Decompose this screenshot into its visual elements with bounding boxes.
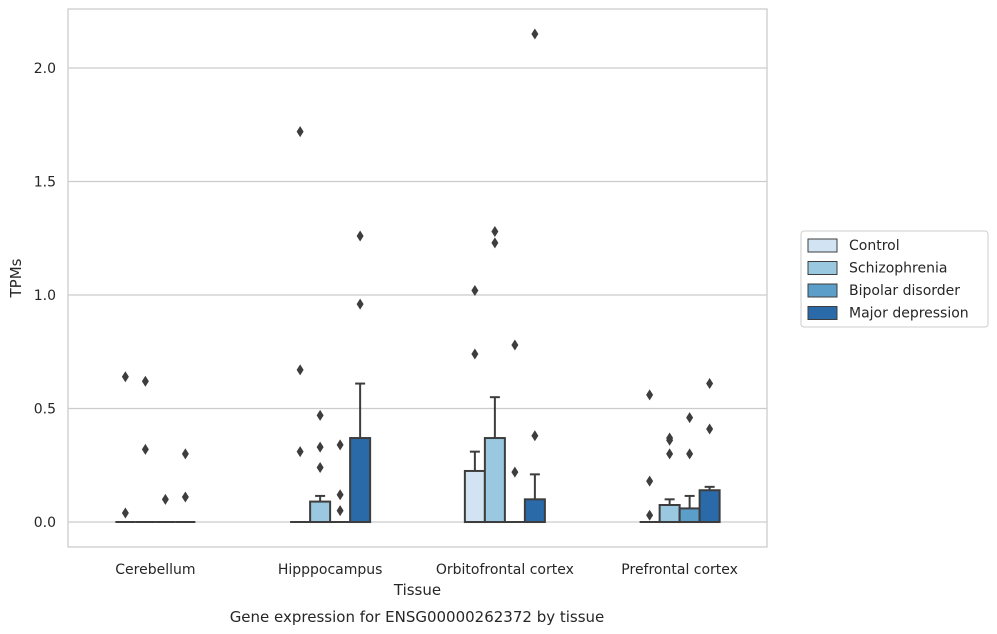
y-tick-label: 2.0	[34, 61, 56, 77]
y-tick-label: 0.5	[34, 402, 56, 418]
box-body	[463, 469, 486, 524]
outlier-point	[296, 126, 304, 138]
box-2-3	[678, 494, 701, 524]
y-tick-label: 1.0	[34, 288, 56, 304]
legend-label: Bipolar disorder	[849, 283, 960, 299]
y-tick-label: 1.5	[34, 175, 56, 191]
box-body	[678, 507, 701, 524]
outlier-point	[336, 439, 344, 451]
legend-label: Major depression	[849, 306, 969, 322]
outlier-point	[336, 505, 344, 517]
box-1-2	[483, 396, 506, 524]
outlier-point	[646, 509, 654, 521]
x-tick-label: Orbitofrontal cortex	[436, 562, 574, 578]
y-axis-label: TPMs	[7, 258, 25, 298]
outlier-point	[491, 237, 499, 249]
gridlines	[68, 67, 767, 523]
outlier-point	[646, 475, 654, 487]
legend-label: Control	[849, 238, 900, 254]
outlier-point	[161, 493, 169, 505]
outliers	[121, 28, 714, 521]
x-axis-ticks: Cerebellum Hipppocampus Orbitofrontal cort…	[115, 562, 738, 578]
chart-caption: Gene expression for ENSG00000262372 by t…	[230, 608, 605, 626]
legend-frame	[800, 230, 989, 328]
box-body	[658, 504, 681, 524]
y-tick-label: 0.0	[34, 515, 56, 531]
outlier-point	[646, 389, 654, 401]
box-body	[523, 498, 546, 524]
legend-swatch	[807, 306, 838, 320]
outlier-point	[471, 284, 479, 296]
box-body	[349, 437, 372, 524]
boxes	[115, 382, 721, 524]
outlier-point	[531, 430, 539, 442]
legend-swatch	[807, 283, 838, 298]
outlier-point	[141, 375, 149, 387]
outlier-point	[531, 28, 539, 40]
x-tick-label: Prefrontal cortex	[621, 562, 738, 578]
outlier-point	[666, 434, 674, 446]
outlier-point	[471, 348, 479, 360]
outlier-point	[336, 489, 344, 501]
outlier-point	[706, 423, 714, 435]
outlier-point	[356, 298, 364, 310]
box-1-1	[309, 494, 332, 524]
outlier-point	[316, 409, 324, 421]
outlier-point	[316, 462, 324, 474]
outlier-point	[511, 339, 519, 351]
outlier-point	[491, 225, 499, 237]
outlier-point	[666, 448, 674, 460]
outlier-point	[121, 371, 129, 383]
box-body	[309, 500, 332, 524]
outlier-point	[316, 441, 324, 453]
legend: Control Schizophrenia Bipolar disorder Majo…	[800, 230, 989, 328]
box-3-2	[523, 473, 546, 524]
outlier-point	[181, 448, 189, 460]
box-3-1	[349, 382, 372, 524]
outlier-point	[296, 364, 304, 376]
outlier-point	[121, 507, 129, 519]
x-axis-label: Tissue	[393, 581, 441, 599]
box-body	[698, 489, 721, 524]
box-body	[483, 437, 506, 524]
legend-swatch	[807, 238, 838, 253]
x-tick-label: Cerebellum	[115, 562, 195, 578]
outlier-point	[686, 448, 694, 460]
outlier-point	[356, 230, 364, 242]
legend-swatch	[807, 261, 838, 275]
x-tick-label: Hipppocampus	[278, 562, 383, 578]
outlier-point	[511, 466, 519, 478]
outlier-point	[706, 378, 714, 390]
legend-label: Schizophrenia	[849, 261, 947, 277]
outlier-point	[296, 446, 304, 458]
box-3-3	[698, 485, 721, 524]
outlier-point	[181, 491, 189, 503]
plot-area-frame	[67, 8, 768, 548]
outlier-point	[686, 412, 694, 424]
outlier-point	[141, 443, 149, 455]
box-0-2	[463, 450, 486, 524]
y-axis-ticks: 0.0 0.5 1.0 1.5 2.0	[34, 61, 56, 531]
box-1-3	[658, 498, 681, 524]
